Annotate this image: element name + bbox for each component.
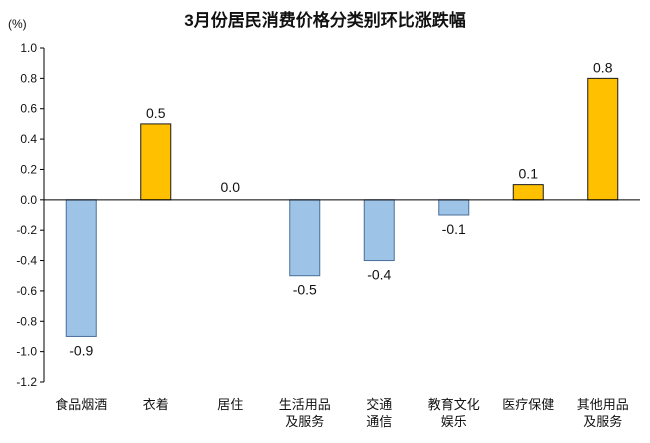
x-tick-label: 食品烟酒 (55, 397, 107, 412)
bar-6 (512, 184, 544, 201)
y-tick-label: -1.2 (16, 375, 37, 389)
bar-4 (363, 199, 395, 262)
x-tick-label: 居住 (217, 397, 243, 412)
x-tick-label: 生活用品 (279, 397, 331, 412)
y-tick-label: 0.8 (20, 71, 37, 85)
data-label: 0.0 (221, 179, 241, 195)
bars: -0.9 0.5 0.0 -0.5 -0.4 -0.1 0.1 0.8 (65, 59, 619, 358)
bar-5 (438, 199, 470, 216)
y-tick-label: 0.0 (20, 193, 37, 207)
bar-0 (65, 199, 97, 337)
data-label: 0.8 (593, 59, 613, 75)
x-tick-label: 交通 (366, 397, 392, 412)
y-tick-label: -0.8 (16, 314, 37, 328)
y-tick-label: -0.6 (16, 284, 37, 298)
x-tick-label: 娱乐 (441, 414, 467, 429)
y-axis-unit-label: (%) (8, 17, 27, 31)
x-tick-label: 教育文化 (428, 397, 480, 412)
x-tick-label: 衣着 (143, 397, 169, 412)
data-label: -0.4 (367, 267, 391, 283)
data-label: 0.1 (519, 166, 539, 182)
data-label: -0.5 (293, 282, 317, 298)
bar-7 (587, 77, 619, 201)
y-tick-label: -0.4 (16, 254, 37, 268)
x-tick-label: 及服务 (285, 414, 324, 429)
data-label: 0.5 (146, 105, 166, 121)
y-tick-label: 0.2 (20, 162, 37, 176)
y-axis: 1.0 0.8 0.6 0.4 0.2 0.0 -0.2 -0.4 -0.6 -0.8 -1.0 -1… (16, 41, 45, 389)
y-tick-label: 0.4 (20, 132, 37, 146)
y-tick-label: -0.2 (16, 223, 37, 237)
bar-1 (140, 123, 172, 201)
x-tick-label: 通信 (366, 414, 392, 429)
bar-3 (289, 199, 321, 277)
x-tick-label: 及服务 (583, 414, 622, 429)
y-tick-label: -1.0 (16, 345, 37, 359)
y-tick-label: 0.6 (20, 102, 37, 116)
x-tick-label: 其他用品 (577, 397, 629, 412)
chart-title: 3月份居民消费价格分类别环比涨跌幅 (184, 11, 466, 30)
x-tick-label: 医疗保健 (502, 397, 554, 412)
data-label: -0.1 (442, 221, 466, 237)
data-label: -0.9 (69, 342, 93, 358)
y-tick-label: 1.0 (20, 41, 37, 55)
